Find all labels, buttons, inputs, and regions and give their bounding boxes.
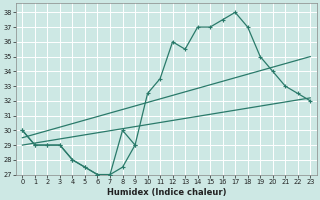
X-axis label: Humidex (Indice chaleur): Humidex (Indice chaleur) [107,188,226,197]
